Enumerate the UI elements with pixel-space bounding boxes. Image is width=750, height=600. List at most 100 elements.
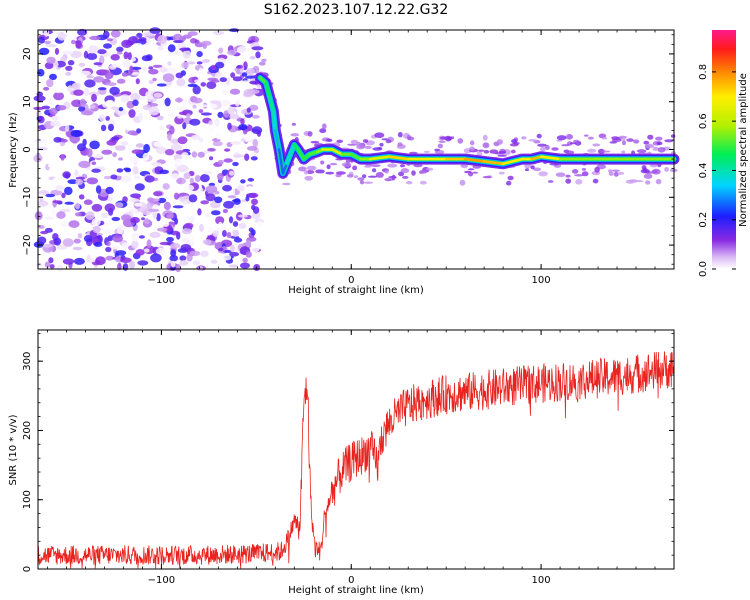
noise-blob [218,247,224,252]
noise-blob [67,179,78,185]
noise-blob [238,223,247,229]
noise-blob [644,143,655,149]
noise-blob [572,169,579,174]
noise-blob [251,244,260,253]
noise-blob [115,250,127,256]
noise-blob [73,238,81,244]
noise-blob [189,118,201,126]
noise-blob [77,143,86,152]
noise-blob [256,221,263,228]
noise-blob [71,99,83,108]
noise-blob [89,104,96,109]
noise-blob [86,52,98,61]
noise-blob [46,56,56,64]
noise-blob [157,35,168,44]
noise-blob [320,160,325,165]
noise-blob [47,163,60,168]
noise-blob [120,257,132,264]
noise-blob [188,233,195,242]
noise-blob [208,182,216,187]
noise-blob [664,139,674,143]
noise-blob [64,201,74,205]
noise-blob [226,232,232,238]
noise-blob [538,171,548,177]
noise-blob [536,133,542,139]
noise-blob [83,87,90,97]
noise-blob [44,40,51,45]
noise-blob [37,68,45,77]
noise-blob [103,30,110,39]
noise-blob [110,29,121,38]
noise-blob [510,149,516,154]
noise-blob [223,158,233,163]
noise-blob [356,141,361,147]
noise-blob [143,143,151,153]
noise-blob [152,77,157,82]
noise-blob [169,255,178,262]
noise-blob [163,201,171,211]
noise-blob [246,107,251,113]
noise-blob [38,190,50,195]
noise-blob [547,180,554,183]
noise-blob [159,67,168,73]
noise-blob [315,169,325,174]
noise-blob [89,140,100,150]
noise-blob [121,39,133,48]
noise-blob [121,72,129,77]
noise-blob [167,132,172,141]
noise-blob [482,175,492,179]
noise-blob [89,35,101,41]
noise-blob [215,61,225,69]
noise-blob [176,177,186,185]
noise-blob [178,111,189,116]
noise-blob [181,61,190,69]
spectrogram-y-ticks: −20 −10 0 10 20 [22,34,674,265]
noise-blob [252,138,259,148]
noise-blob [459,179,466,186]
noise-blob [468,168,475,171]
noise-blob [135,78,140,85]
noise-blob [86,132,92,137]
noise-blob [533,167,542,172]
noise-blob [42,244,53,248]
noise-blob [120,175,132,183]
noise-blob [34,138,44,143]
noise-blob [112,152,117,158]
noise-blob [123,51,129,60]
noise-blob [240,262,250,269]
noise-blob [100,212,109,219]
snr-y-ticks: 0 100 200 300 [22,333,674,572]
noise-blob [182,49,191,59]
noise-blob [249,104,259,111]
noise-blob [619,135,628,139]
noise-blob [169,173,181,181]
noise-blob [236,46,248,54]
noise-blob [43,86,50,91]
noise-blob [182,122,187,130]
noise-blob [626,138,634,142]
noise-blob [232,161,239,167]
noise-blob [221,101,232,107]
noise-blob [426,167,434,171]
noise-blob [180,244,192,251]
noise-blob [142,67,148,72]
noise-blob [128,155,140,164]
noise-blob [68,220,80,228]
noise-blob [200,174,210,183]
noise-blob [61,50,74,55]
noise-blob [56,105,67,111]
noise-blob [200,112,212,116]
noise-blob [352,165,358,171]
noise-blob [188,216,196,223]
noise-blob [556,135,567,141]
noise-blob [230,72,236,78]
noise-blob [38,47,50,56]
noise-blob [233,237,243,243]
noise-blob [182,200,189,205]
noise-blob [247,89,260,95]
noise-blob [530,165,535,170]
noise-blob [86,177,99,185]
x-tick-label: 0 [348,275,354,286]
y-tick-label: −10 [22,187,33,208]
snr-panel: −100 0 100 0 100 200 300 Height of straight l… [8,329,675,596]
